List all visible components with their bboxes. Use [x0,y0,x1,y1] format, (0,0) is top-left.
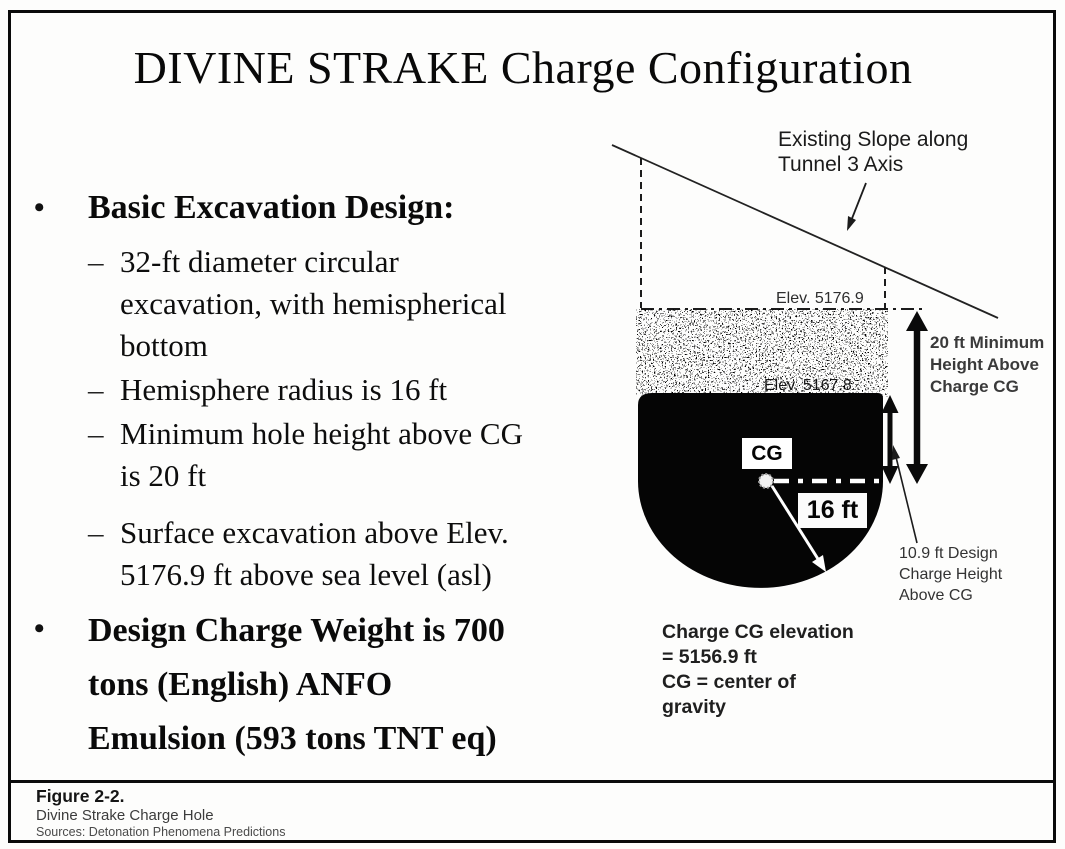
bullet-item-charge-weight: • Design Charge Weight is 700 tons (Engl… [28,604,628,766]
figure-number: Figure 2-2. [36,786,125,806]
bullet-marker: • [34,191,45,224]
bullet-item-basic-excavation: • Basic Excavation Design: [28,183,628,233]
sub-bullet-text: 32-ft diameter circular excavation, with… [120,244,507,363]
dash-marker: – [88,244,104,279]
sub-bullet-radius: – Hemisphere radius is 16 ft [88,369,628,411]
radius-label-box: 16 ft [798,493,867,528]
dash-marker: – [88,416,104,451]
cg-elevation-note: Charge CG elevation = 5156.9 ft CG = cen… [662,621,854,718]
dash-marker: – [88,372,104,407]
sub-bullet-min-height: – Minimum hole height above CG is 20 ft [88,413,628,497]
sub-bullet-text: Minimum hole height above CG is 20 ft [120,416,523,493]
bullet-marker: • [34,612,45,645]
figure-sources: Sources: Detonation Phenomena Prediction… [36,825,286,839]
bullet-list: • Basic Excavation Design: – 32-ft diame… [28,183,628,766]
slide-border [8,10,1056,843]
sub-bullet-surface-excavation: – Surface excavation above Elev. 5176.9 … [88,512,628,596]
min-height-label: 20 ft Minimum Height Above Charge CG [930,333,1045,396]
sub-bullet-text: Surface excavation above Elev. 5176.9 ft… [120,515,509,592]
elevation-charge-top-label: Elev. 5167.8 [764,377,852,394]
dash-marker: – [88,515,104,550]
footer-divider [8,780,1056,783]
slide-title: DIVINE STRAKE Charge Configuration [133,42,913,93]
elevation-top-label: Elev. 5176.9 [776,290,864,307]
bullet-text: Basic Excavation Design: [88,189,455,226]
sub-bullet-text: Hemisphere radius is 16 ft [120,372,448,407]
slope-label: Existing Slope along Tunnel 3 Axis [778,128,969,176]
bullet-text: Design Charge Weight is 700 tons (Englis… [88,612,505,757]
sub-bullet-diameter: – 32-ft diameter circular excavation, wi… [88,241,628,367]
figure-caption: Divine Strake Charge Hole [36,807,214,824]
design-height-label: 10.9 ft Design Charge Height Above CG [899,545,1003,604]
cg-label-box: CG [742,438,792,469]
